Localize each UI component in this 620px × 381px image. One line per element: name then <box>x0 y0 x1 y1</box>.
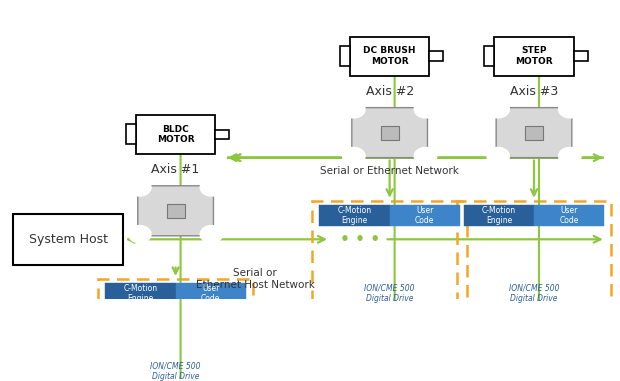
Bar <box>484 46 494 66</box>
Text: C-Motion
Engine: C-Motion Engine <box>123 284 157 303</box>
Bar <box>464 205 534 226</box>
Bar <box>525 126 543 140</box>
Bar <box>340 46 350 66</box>
Bar <box>319 205 389 226</box>
Circle shape <box>414 100 438 118</box>
Bar <box>14 214 123 265</box>
Circle shape <box>342 100 366 118</box>
Circle shape <box>558 100 582 118</box>
Bar <box>389 205 460 226</box>
Text: ION/CME 500
Digital Drive: ION/CME 500 Digital Drive <box>151 361 201 381</box>
FancyBboxPatch shape <box>138 186 213 236</box>
Bar <box>350 37 430 75</box>
Circle shape <box>128 225 152 243</box>
Text: Serial or Ethernet Network: Serial or Ethernet Network <box>320 166 459 176</box>
Bar <box>381 126 399 140</box>
Text: Axis #3: Axis #3 <box>510 85 558 98</box>
Bar <box>126 125 136 144</box>
Bar <box>175 283 246 304</box>
Text: BLDC
MOTOR: BLDC MOTOR <box>157 125 195 144</box>
Circle shape <box>200 225 223 243</box>
Bar <box>167 204 185 218</box>
Circle shape <box>558 147 582 165</box>
Circle shape <box>414 147 438 165</box>
Bar <box>215 130 229 139</box>
Bar <box>136 115 215 154</box>
Text: User
Code: User Code <box>559 206 579 225</box>
Circle shape <box>342 147 366 165</box>
Text: C-Motion
Engine: C-Motion Engine <box>482 206 516 225</box>
Bar <box>312 201 467 302</box>
Text: Axis #2: Axis #2 <box>366 85 414 98</box>
Circle shape <box>486 100 510 118</box>
Text: User
Code: User Code <box>201 284 220 303</box>
Text: Serial or
Ethernet Host Network: Serial or Ethernet Host Network <box>196 268 315 290</box>
Bar <box>430 51 443 61</box>
Text: STEP
MOTOR: STEP MOTOR <box>515 46 553 66</box>
Text: • • •: • • • <box>340 232 380 247</box>
Text: ION/CME 500
Digital Drive: ION/CME 500 Digital Drive <box>509 283 559 303</box>
Text: System Host: System Host <box>29 233 108 246</box>
Bar <box>105 283 175 304</box>
FancyBboxPatch shape <box>496 108 572 158</box>
Text: DC BRUSH
MOTOR: DC BRUSH MOTOR <box>363 46 416 66</box>
Bar <box>457 201 611 302</box>
Bar <box>574 51 588 61</box>
Circle shape <box>486 147 510 165</box>
Text: C-Motion
Engine: C-Motion Engine <box>337 206 371 225</box>
Text: ION/CME 500
Digital Drive: ION/CME 500 Digital Drive <box>365 283 415 303</box>
Circle shape <box>128 178 152 197</box>
Circle shape <box>200 178 223 197</box>
Bar <box>534 205 604 226</box>
Text: User
Code: User Code <box>415 206 435 225</box>
Text: Axis #1: Axis #1 <box>151 163 200 176</box>
Bar <box>494 37 574 75</box>
FancyBboxPatch shape <box>352 108 427 158</box>
Bar <box>99 279 253 380</box>
